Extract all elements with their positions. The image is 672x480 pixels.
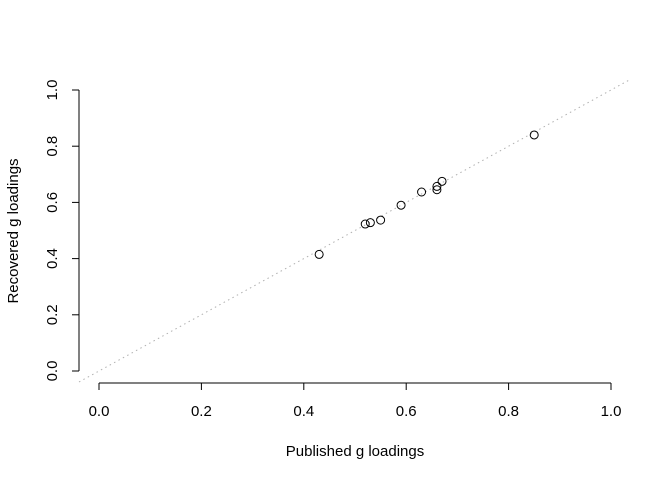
data-point xyxy=(360,219,370,229)
x-tick-label: 0.0 xyxy=(89,403,110,420)
y-axis: 0.0 0.2 0.4 0.6 0.8 1.0 xyxy=(44,80,80,382)
reference-line xyxy=(78,78,632,383)
data-point xyxy=(432,185,442,195)
y-axis-title: Recovered g loadings xyxy=(5,158,22,303)
x-tick-label: 0.2 xyxy=(191,403,212,420)
x-axis: 0.0 0.2 0.4 0.6 0.8 1.0 xyxy=(89,382,622,420)
x-tick-label: 0.6 xyxy=(396,403,417,420)
x-tick-label: 1.0 xyxy=(601,403,622,420)
data-point xyxy=(314,249,324,259)
reference-line-layer xyxy=(78,78,632,383)
y-tick-label: 0.0 xyxy=(44,361,61,382)
points-layer xyxy=(314,130,539,259)
data-point xyxy=(437,176,447,186)
y-tick-label: 0.2 xyxy=(44,304,61,325)
data-point xyxy=(365,218,375,228)
y-tick-label: 0.8 xyxy=(44,136,61,157)
x-tick-label: 0.4 xyxy=(293,403,314,420)
y-tick-label: 0.4 xyxy=(44,248,61,269)
y-tick-label: 0.6 xyxy=(44,192,61,213)
x-tick-label: 0.8 xyxy=(498,403,519,420)
data-point xyxy=(529,130,539,140)
data-point xyxy=(396,200,406,210)
y-tick-label: 1.0 xyxy=(44,80,61,101)
data-point xyxy=(376,215,386,225)
data-point xyxy=(432,181,442,191)
data-point xyxy=(417,187,427,197)
x-axis-title: Published g loadings xyxy=(286,443,424,460)
